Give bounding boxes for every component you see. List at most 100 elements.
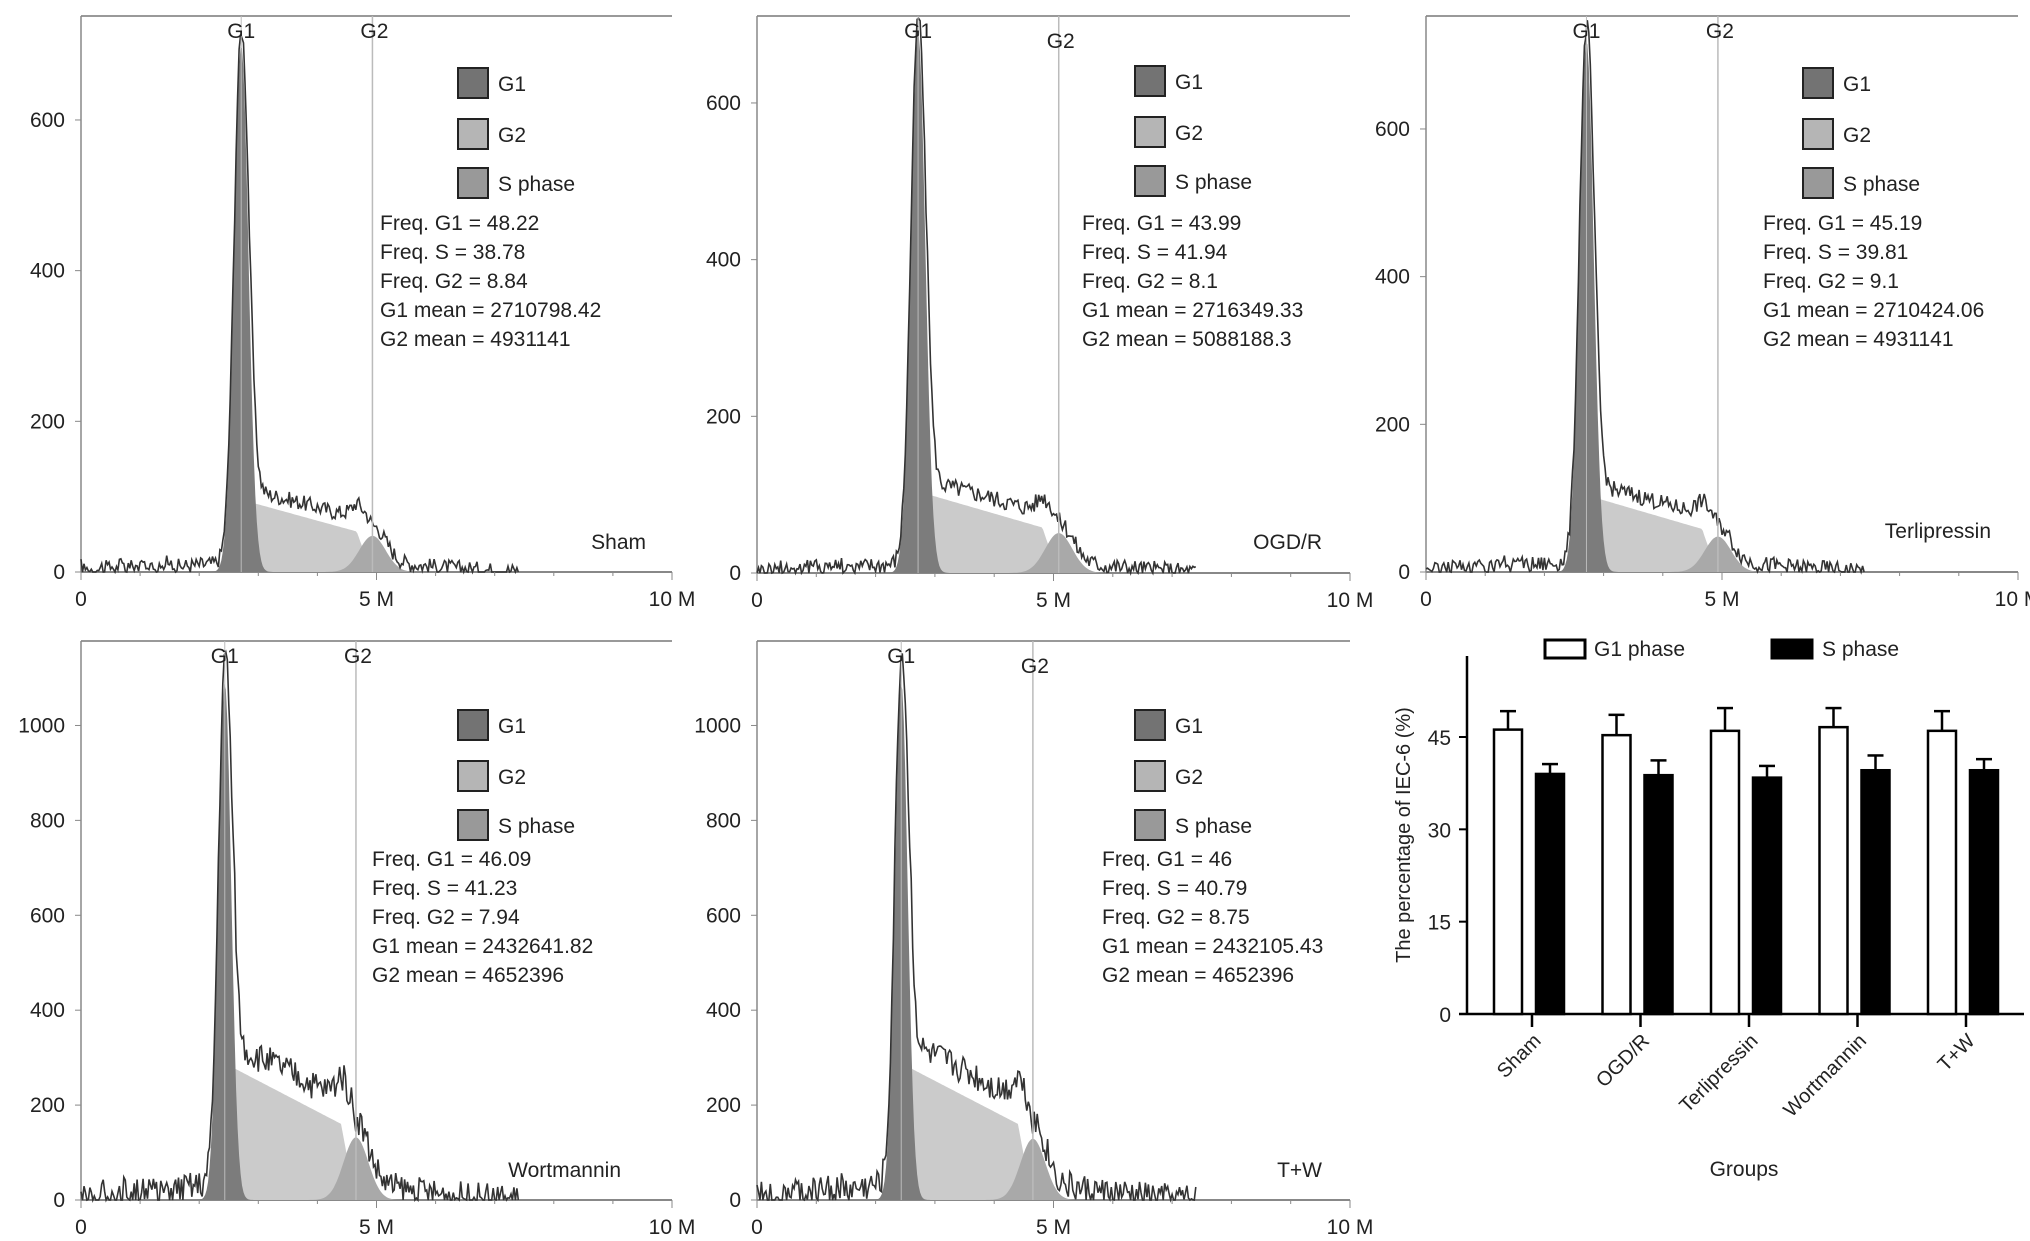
- y-tick-label: 400: [30, 260, 65, 283]
- s-phase-area: [757, 494, 1196, 573]
- x-tick-label: 10 M: [649, 588, 696, 611]
- y-tick-label: 30: [1428, 819, 1451, 842]
- stat-line: G2 mean = 4652396: [372, 964, 564, 987]
- legend-swatch-g1: [1802, 67, 1834, 99]
- legend-swatch-g2: [457, 760, 489, 792]
- histogram-panel-3: G1 G2 0 200 400 600 800 1000 0 5 M 10 M G1 G2 S phase…: [18, 640, 695, 1239]
- stat-line: G2 mean = 5088188.3: [1082, 328, 1292, 351]
- bar-s-phase: [1534, 772, 1566, 1016]
- bar-g1-phase: [1709, 729, 1741, 1016]
- stat-line: Freq. G1 = 45.19: [1763, 212, 1922, 235]
- x-tick-label: Wortmannin: [1779, 1030, 1871, 1122]
- s-phase-area: [1426, 498, 1865, 572]
- histogram-curve: [80, 649, 520, 1203]
- histogram-curve: [1425, 20, 1865, 575]
- x-tick-label: 0: [1420, 588, 1432, 611]
- legend-label: G2: [498, 766, 526, 789]
- legend-label: G1: [498, 73, 526, 96]
- y-tick-label: 600: [706, 904, 741, 927]
- x-tick-label: 5 M: [359, 588, 394, 611]
- bar-s-phase: [1643, 773, 1674, 1016]
- g2-peak-label: G2: [344, 645, 372, 668]
- legend-label: G1: [1843, 73, 1871, 96]
- legend-swatch-s-phase: [457, 809, 489, 841]
- x-axis-title: Groups: [1710, 1158, 1779, 1181]
- stat-line: Freq. G1 = 46.09: [372, 848, 531, 871]
- x-tick-label: 0: [751, 589, 763, 612]
- stat-line: Freq. S = 39.81: [1763, 241, 1908, 264]
- sample-label: T+W: [1277, 1159, 1322, 1182]
- x-tick-label: OGD/R: [1592, 1030, 1654, 1092]
- stat-line: Freq. G2 = 8.1: [1082, 270, 1218, 293]
- y-tick-label: 400: [706, 999, 741, 1022]
- legend-label: S phase: [1822, 638, 1899, 661]
- y-tick-label: 0: [1439, 1004, 1451, 1027]
- stat-line: G2 mean = 4931141: [380, 328, 571, 351]
- legend-label: S phase: [1175, 815, 1252, 838]
- x-tick-label: Sham: [1493, 1030, 1546, 1083]
- legend-swatch-s-phase: [457, 167, 489, 199]
- g2-peak-label: G2: [1047, 30, 1075, 53]
- legend-label: G2: [1175, 122, 1203, 145]
- histogram-panel-4: G1 G2 0 200 400 600 800 1000 0 5 M 10 M G1 G2 S phase…: [694, 640, 1374, 1239]
- y-axis-title: The percentage of IEC-6 (%): [1393, 707, 1415, 963]
- legend-label: G1: [1175, 71, 1203, 94]
- sample-label: Sham: [591, 531, 646, 554]
- y-tick-label: 600: [30, 904, 65, 927]
- stat-line: Freq. S = 40.79: [1102, 877, 1247, 900]
- stat-line: G2 mean = 4931141: [1763, 328, 1954, 351]
- x-tick-label: 10 M: [1327, 1216, 1374, 1239]
- y-tick-label: 800: [706, 809, 741, 832]
- legend-swatch-g1: [457, 709, 489, 741]
- y-tick-label: 400: [1375, 266, 1410, 289]
- x-tick-label: 0: [751, 1216, 763, 1239]
- stat-line: Freq. S = 41.94: [1082, 241, 1228, 264]
- bar-g1-phase: [1926, 729, 1958, 1016]
- legend-swatch-s-phase: [1134, 809, 1166, 841]
- histogram-curve: [756, 653, 1197, 1203]
- legend-label: G1 phase: [1594, 638, 1685, 661]
- g1-peak-label: G1: [904, 20, 932, 43]
- bar-s-phase: [1968, 768, 2000, 1016]
- x-tick-label: 0: [75, 588, 87, 611]
- y-tick-label: 15: [1428, 912, 1451, 935]
- legend-label: G2: [498, 124, 526, 147]
- g2-peak-label: G2: [360, 20, 388, 43]
- stat-line: G1 mean = 2432641.82: [372, 935, 593, 958]
- histogram-panel-2: G1 G2 0 200 400 600 0 5 M 10 M G1 G2 S phase Freq. G…: [1375, 15, 2030, 611]
- bar-s-phase: [1751, 776, 1783, 1016]
- x-tick-label: 10 M: [1327, 589, 1374, 612]
- x-tick-label: Terlipressin: [1675, 1030, 1762, 1117]
- stat-line: Freq. G2 = 7.94: [372, 906, 520, 929]
- sample-label: OGD/R: [1253, 531, 1322, 554]
- x-tick-label: 0: [75, 1216, 87, 1239]
- legend-swatch-s-phase: [1770, 638, 1814, 660]
- stat-line: Freq. G2 = 8.75: [1102, 906, 1250, 929]
- y-tick-label: 600: [30, 109, 65, 132]
- s-phase-area: [81, 502, 519, 572]
- legend-swatch-g1: [1134, 709, 1166, 741]
- bar-g1-phase: [1492, 728, 1524, 1016]
- g1-peak-label: G1: [211, 645, 239, 668]
- s-phase-area: [757, 1068, 1196, 1200]
- g2-peak-label: G2: [1706, 20, 1734, 43]
- y-tick-label: 0: [729, 1189, 741, 1212]
- y-tick-label: 200: [706, 1094, 741, 1117]
- x-tick-label: T+W: [1934, 1030, 1980, 1076]
- histogram-panel-0: G1 G2 0 200 400 600 0 5 M 10 M G1 G2 S phase Freq. G…: [30, 15, 696, 611]
- legend-label: G2: [1843, 124, 1871, 147]
- y-tick-label: 200: [30, 410, 65, 433]
- y-tick-label: 400: [706, 249, 741, 272]
- legend-swatch-g1-phase: [1543, 638, 1587, 660]
- legend-swatch-g2: [1134, 116, 1166, 148]
- legend-label: S phase: [1175, 171, 1252, 194]
- y-tick-label: 1000: [694, 714, 741, 737]
- legend-swatch-g2: [1134, 760, 1166, 792]
- stat-line: Freq. G1 = 48.22: [380, 212, 539, 235]
- legend-swatch-s-phase: [1134, 165, 1166, 197]
- stat-line: G2 mean = 4652396: [1102, 964, 1294, 987]
- y-tick-label: 800: [30, 809, 65, 832]
- y-tick-label: 45: [1428, 727, 1451, 750]
- stat-line: G1 mean = 2716349.33: [1082, 299, 1303, 322]
